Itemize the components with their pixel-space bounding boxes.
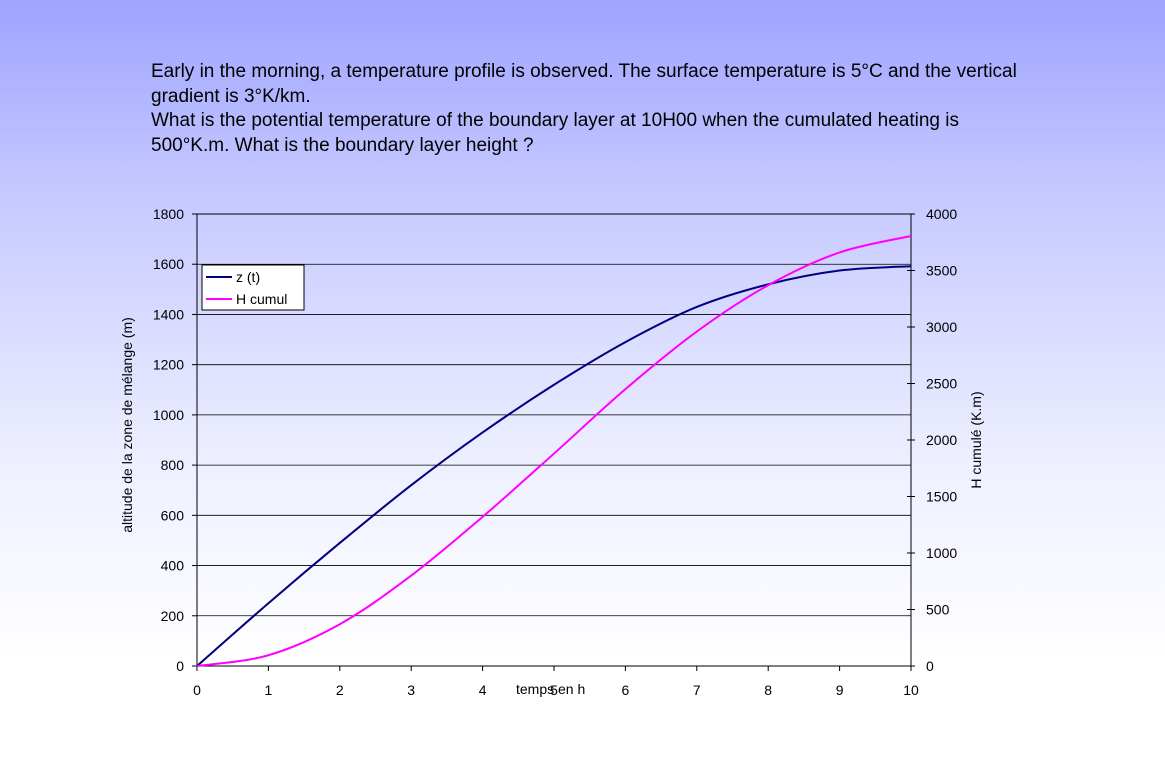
y2-tick-label-3000: 3000 (926, 319, 957, 335)
legend-label-1: z (t) (236, 269, 260, 285)
legend: z (t) H cumul (201, 264, 305, 311)
legend-label-2: H cumul (236, 291, 287, 307)
x-tick-label-9: 9 (836, 682, 844, 698)
y2-tick-label-4000: 4000 (926, 206, 957, 222)
y-tick-label-600: 600 (161, 507, 185, 523)
question-text: Early in the morning, a temperature prof… (151, 60, 1031, 158)
x-tick-label-8: 8 (764, 682, 772, 698)
y-tick-label-1200: 1200 (153, 357, 184, 373)
series-lines (196, 235, 912, 667)
y2-tick-label-1500: 1500 (926, 489, 957, 505)
y2-tick-label-2000: 2000 (926, 432, 957, 448)
y-tick-label-200: 200 (161, 608, 185, 624)
x-tick-label-7: 7 (693, 682, 701, 698)
series-line-2 (196, 235, 912, 667)
y-tick-label-0: 0 (176, 658, 184, 674)
y-tick-label-800: 800 (161, 457, 185, 473)
x-tick-label-10: 10 (903, 682, 919, 698)
y-tick-label-1000: 1000 (153, 407, 184, 423)
x-tick-label-5: 5 (550, 682, 558, 698)
y2-tick-label-0: 0 (926, 658, 934, 674)
y-tick-label-1800: 1800 (153, 206, 184, 222)
gridlines (197, 263, 911, 617)
x-tick-label-3: 3 (407, 682, 415, 698)
y2-axis-title: H cumulé (K.m) (968, 391, 984, 488)
y-tick-label-400: 400 (161, 558, 185, 574)
x-tick-label-2: 2 (336, 682, 344, 698)
series-line-1 (196, 265, 912, 667)
x-tick-label-0: 0 (193, 682, 201, 698)
x-tick-label-1: 1 (265, 682, 273, 698)
axes: 0200400600800100012001400160018000500100… (153, 206, 958, 698)
y-axis-title: altitude de la zone de mélange (m) (119, 317, 135, 533)
y-tick-label-1400: 1400 (153, 306, 184, 322)
question-paragraph-2: What is the potential temperature of the… (151, 110, 959, 156)
y-tick-label-1600: 1600 (153, 256, 184, 272)
y2-tick-label-1000: 1000 (926, 545, 957, 561)
x-tick-label-4: 4 (479, 682, 487, 698)
question-paragraph-1: Early in the morning, a temperature prof… (151, 61, 1017, 107)
y2-tick-label-500: 500 (926, 602, 950, 618)
legend-box (201, 264, 305, 311)
x-axis-title: temps en h (516, 681, 585, 697)
y2-tick-label-2500: 2500 (926, 376, 957, 392)
x-tick-label-6: 6 (622, 682, 630, 698)
y2-tick-label-3500: 3500 (926, 263, 957, 279)
